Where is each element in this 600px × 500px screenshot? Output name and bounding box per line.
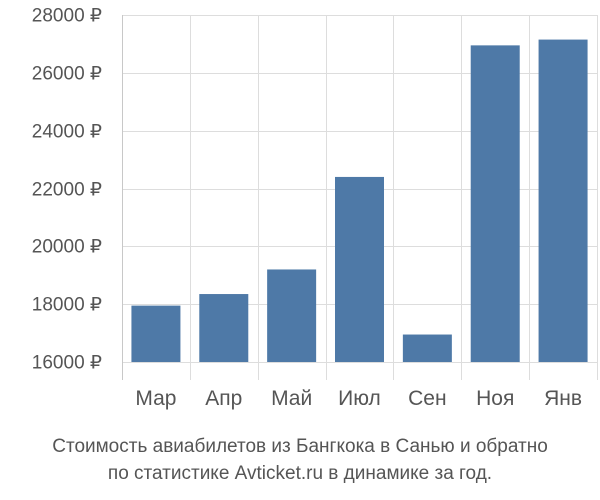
- y-tick-labels: 16000 ₽ 18000 ₽ 20000 ₽ 22000 ₽ 24000 ₽ 26000…: [32, 6, 102, 374]
- bar-Апр: [199, 294, 249, 362]
- bar-Май: [267, 269, 317, 362]
- y-tick-label: 16000 ₽: [32, 353, 102, 374]
- bar-Сен: [402, 334, 452, 362]
- y-tick-label: 20000 ₽: [32, 237, 102, 258]
- bar-Ноя: [470, 45, 520, 363]
- x-tick-label: Апр: [205, 387, 242, 410]
- x-tick-label: Ноя: [476, 387, 514, 410]
- gridlines: [122, 15, 598, 380]
- bar-Янв: [538, 39, 588, 363]
- y-tick-label: 28000 ₽: [32, 6, 102, 27]
- y-tick-label: 22000 ₽: [32, 180, 102, 201]
- bars: [131, 39, 588, 363]
- x-tick-labels: Мар Апр Май Июл Сен Ноя Янв: [135, 387, 582, 410]
- chart-caption-line-2: по статистике Avticket.ru в динамике за …: [107, 463, 493, 484]
- y-tick-label: 24000 ₽: [32, 122, 102, 143]
- x-tick-label: Мар: [135, 387, 176, 410]
- x-tick-label: Май: [271, 387, 312, 410]
- x-tick-label: Сен: [408, 387, 446, 410]
- y-tick-label: 18000 ₽: [32, 295, 102, 316]
- y-tick-label: 26000 ₽: [32, 64, 102, 85]
- bar-Мар: [131, 305, 181, 362]
- bar-Июл: [335, 176, 384, 362]
- x-tick-label: Янв: [544, 387, 582, 410]
- chart-caption-line-1: Стоимость авиабилетов из Бангкока в Сань…: [52, 436, 548, 457]
- x-tick-label: Июл: [338, 387, 381, 410]
